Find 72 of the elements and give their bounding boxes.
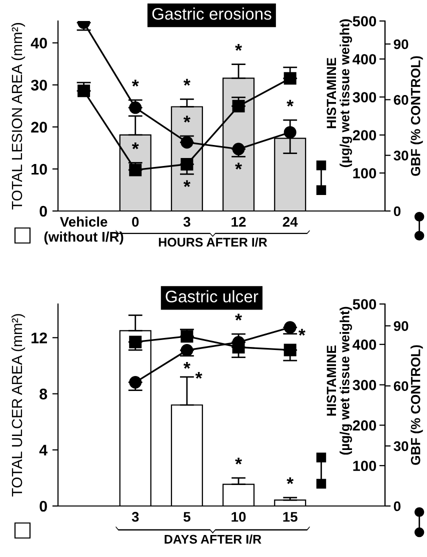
point xyxy=(129,101,142,114)
y2-axis-title: HISTAMINE (µg/g wet tissue weight) xyxy=(326,306,352,455)
y2-tick-label: 400 xyxy=(352,54,376,64)
x-tick-label: 15 xyxy=(283,512,298,522)
data-label: * xyxy=(235,314,242,320)
x-tick-label: 0 xyxy=(132,216,139,227)
data-label: * xyxy=(286,100,294,107)
y3-tick-label: 60 xyxy=(394,381,408,392)
x-tick-label: 3 xyxy=(132,512,139,522)
data-label: * xyxy=(183,180,190,187)
point xyxy=(284,344,296,356)
x-tick-label: 12 xyxy=(232,216,246,227)
y3-tick-label: 30 xyxy=(394,150,408,161)
y3-tick-label: 0 xyxy=(394,206,400,216)
point xyxy=(129,164,142,176)
x-tick-label: 10 xyxy=(232,512,246,522)
y-tick-label: 10 xyxy=(32,164,47,175)
x-tick-label: Vehicle (without I/R) xyxy=(44,216,124,244)
data-label: * xyxy=(298,328,306,336)
y2-tick-label: 400 xyxy=(352,340,376,350)
y2-tick-label: 100 xyxy=(353,168,376,178)
y-tick-label: 0 xyxy=(40,500,47,512)
x-tick-label: 5 xyxy=(184,512,190,522)
data-label: * xyxy=(132,80,139,87)
data-label: * xyxy=(195,372,202,379)
y3-tick-label: 30 xyxy=(394,441,408,452)
y-tick-label: 20 xyxy=(31,122,47,133)
data-label: * xyxy=(183,362,190,369)
y2-tick-label: 100 xyxy=(353,460,376,472)
y3-tick-label: 90 xyxy=(394,321,408,331)
data-label: * xyxy=(183,116,190,123)
point xyxy=(232,100,245,112)
y2-tick-label: 500 xyxy=(352,16,376,26)
y-tick-label: 12 xyxy=(32,332,47,344)
y3-axis-title: GBF (% CONTROL) xyxy=(410,345,423,465)
y3-axis-title: GBF (% CONTROL) xyxy=(410,56,423,176)
data-label: * xyxy=(235,458,242,464)
y-tick-label: 8 xyxy=(40,388,48,400)
point xyxy=(284,72,296,85)
y-tick-label: 30 xyxy=(30,80,47,91)
data-label: * xyxy=(235,162,242,170)
data-label: * xyxy=(183,78,190,86)
chart-title: Gastric erosions xyxy=(152,8,272,20)
chart-title: Gastric ulcer xyxy=(166,290,258,302)
data-label: * xyxy=(286,477,294,484)
x-tick-label: 3 xyxy=(183,216,190,227)
y-axis-title: TOTAL ULCER AREA (mm²) xyxy=(11,314,26,497)
y2-tick-label: 200 xyxy=(352,420,376,431)
point xyxy=(232,142,245,156)
point xyxy=(180,344,194,356)
data-label: * xyxy=(132,142,139,150)
point xyxy=(180,136,194,149)
y2-tick-label: 300 xyxy=(352,380,376,390)
data-label: * xyxy=(235,44,242,51)
x-axis-title: HOURS AFTER I/R xyxy=(158,237,268,247)
point xyxy=(284,321,296,334)
point xyxy=(180,158,194,171)
y2-axis-title: HISTAMINE (µg/g wet tissue weight) xyxy=(326,19,352,168)
point xyxy=(180,330,194,343)
y2-tick-label: 300 xyxy=(352,92,376,102)
y2-tick-label: 500 xyxy=(352,299,376,310)
y-axis-title: TOTAL LESION AREA (mm²) xyxy=(11,23,26,210)
x-tick-label: 24 xyxy=(282,216,298,227)
y-tick-label: 40 xyxy=(30,38,47,49)
x-axis-title: DAYS AFTER I/R xyxy=(164,534,262,544)
point xyxy=(284,126,296,139)
y-tick-label: 0 xyxy=(40,206,47,217)
y3-tick-label: 60 xyxy=(394,95,408,105)
y-tick-label: 4 xyxy=(39,444,48,456)
y3-tick-label: 0 xyxy=(394,501,400,512)
y2-tick-label: 200 xyxy=(352,130,376,140)
y3-tick-label: 90 xyxy=(394,39,408,50)
